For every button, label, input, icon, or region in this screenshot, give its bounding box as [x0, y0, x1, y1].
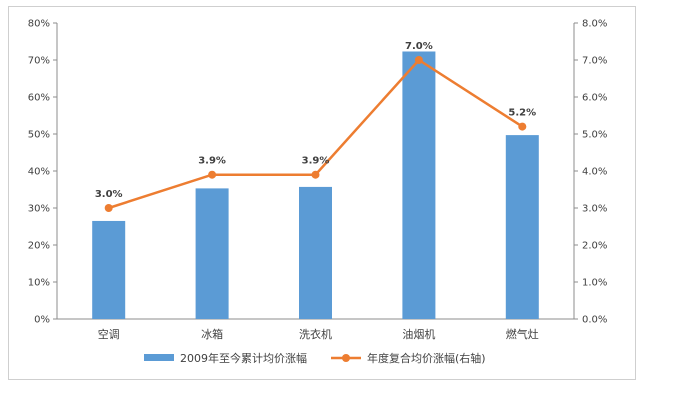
category-label: 油烟机	[402, 327, 435, 341]
data-labels: 3.0% 3.9% 3.9% 7.0% 5.2%	[95, 41, 536, 200]
right-tick-label: 0.0%	[582, 315, 607, 326]
category-label: 燃气灶	[506, 327, 539, 341]
line-point	[104, 204, 113, 212]
line-point	[208, 170, 217, 179]
left-tick-label: 50%	[28, 130, 50, 141]
category-label: 洗衣机	[299, 327, 332, 341]
right-tick-label: 7.0%	[582, 56, 607, 67]
line-point	[518, 122, 527, 131]
right-tick-label: 3.0%	[582, 204, 607, 215]
right-axis-ticks: 0.0% 1.0% 2.0% 3.0% 4.0% 5.0% 6.0% 7.0% 8.0%	[574, 19, 607, 326]
data-label: 7.0%	[405, 41, 433, 52]
category-label: 空调	[98, 327, 120, 341]
category-label: 冰箱	[201, 327, 223, 341]
left-tick-label: 10%	[28, 278, 50, 289]
bar	[402, 51, 436, 320]
left-tick-label: 60%	[28, 93, 50, 104]
legend-line-label: 年度复合均价涨幅(右轴)	[367, 351, 486, 365]
legend: 2009年至今累计均价涨幅 年度复合均价涨幅(右轴)	[144, 351, 486, 365]
bar	[299, 186, 332, 319]
left-tick-label: 30%	[28, 204, 50, 215]
left-tick-label: 70%	[28, 56, 50, 67]
right-tick-label: 1.0%	[582, 278, 607, 289]
bar	[92, 220, 126, 319]
chart-frame: 0% 10% 20% 30% 40% 50% 60% 70% 80% 0.0% 1.0% 2.0% 3…	[8, 6, 636, 380]
right-tick-label: 8.0%	[582, 19, 607, 30]
data-label: 3.0%	[95, 189, 123, 200]
left-tick-label: 40%	[28, 167, 50, 178]
series-line	[108, 58, 523, 210]
data-label: 3.9%	[198, 156, 226, 167]
data-label: 3.9%	[302, 156, 330, 167]
right-tick-label: 2.0%	[582, 241, 607, 252]
bar	[195, 188, 229, 319]
left-tick-label: 0%	[34, 315, 50, 326]
combo-chart: 0% 10% 20% 30% 40% 50% 60% 70% 80% 0.0% 1.0% 2.0% 3…	[28, 19, 608, 366]
left-tick-label: 20%	[28, 241, 50, 252]
line-point	[414, 56, 423, 64]
bar-series	[92, 51, 539, 320]
legend-line-marker	[342, 354, 350, 362]
data-label: 5.2%	[508, 108, 536, 119]
right-tick-label: 6.0%	[582, 93, 607, 104]
legend-bar-label: 2009年至今累计均价涨幅	[180, 351, 307, 365]
left-axis-ticks: 0% 10% 20% 30% 40% 50% 60% 70% 80%	[28, 19, 57, 326]
right-tick-label: 5.0%	[582, 130, 607, 141]
legend-bar-swatch	[144, 354, 174, 361]
bar	[505, 135, 539, 319]
category-labels: 空调 冰箱 洗衣机 油烟机 燃气灶	[98, 327, 539, 341]
left-tick-label: 80%	[28, 19, 50, 30]
right-tick-label: 4.0%	[582, 167, 607, 178]
line-point	[311, 170, 320, 179]
line-series	[104, 56, 527, 212]
